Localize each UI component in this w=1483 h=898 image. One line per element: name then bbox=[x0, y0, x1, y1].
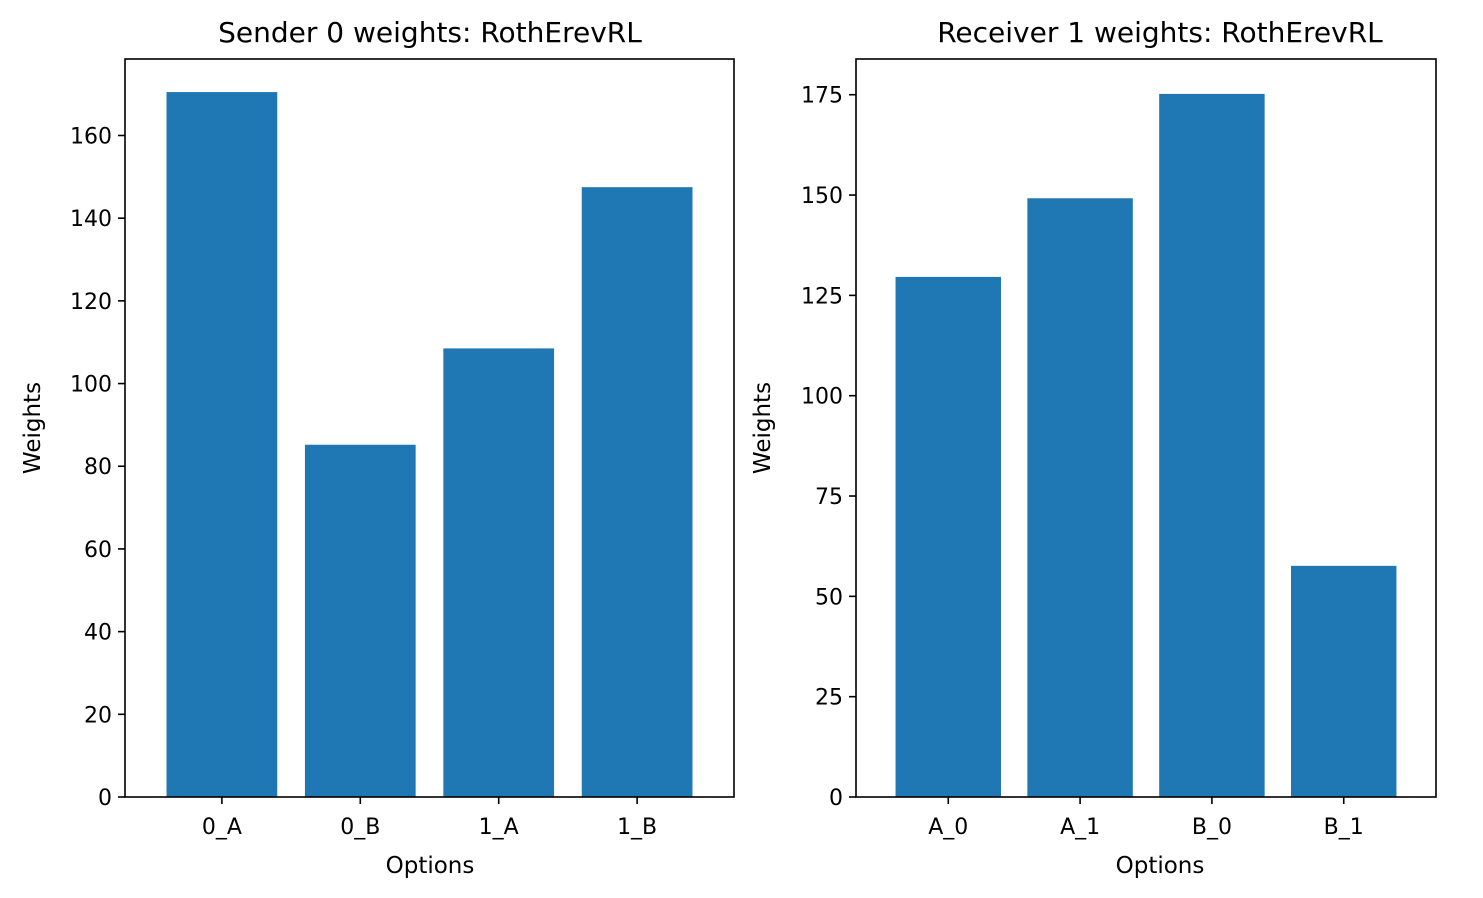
receiver-weights-chart: Receiver 1 weights: RothErevRL Options W… bbox=[750, 16, 1437, 879]
y-tick-label: 100 bbox=[801, 385, 843, 410]
x-tick-label: 0_B bbox=[340, 815, 380, 840]
y-tick-label: 40 bbox=[84, 621, 112, 646]
x-tick-label: A_0 bbox=[928, 815, 968, 840]
axes-frame bbox=[124, 58, 735, 798]
y-tick-label: 125 bbox=[801, 284, 843, 309]
bar-1_B bbox=[581, 187, 693, 797]
x-axis-label: Options bbox=[1116, 853, 1205, 879]
y-tick-label: 140 bbox=[70, 207, 112, 232]
chart-title: Receiver 1 weights: RothErevRL bbox=[937, 16, 1383, 49]
bar-A_1 bbox=[1027, 198, 1133, 797]
y-tick-label: 100 bbox=[70, 373, 112, 398]
y-tick-label: 0 bbox=[829, 786, 843, 811]
bar-1_A bbox=[443, 348, 555, 797]
x-axis-ticks: 0_A 0_B 1_A 1_B bbox=[202, 797, 657, 840]
y-tick-label: 120 bbox=[70, 290, 112, 315]
bars bbox=[166, 92, 693, 798]
bar-0_A bbox=[166, 92, 278, 798]
x-tick-label: 0_A bbox=[202, 815, 242, 840]
x-axis-label: Options bbox=[386, 853, 475, 879]
x-tick-label: A_1 bbox=[1060, 815, 1100, 840]
chart-title: Sender 0 weights: RothErevRL bbox=[218, 16, 642, 49]
y-tick-label: 0 bbox=[98, 786, 112, 811]
sender-weights-chart: Sender 0 weights: RothErevRL Options Wei… bbox=[20, 16, 735, 879]
x-tick-label: 1_B bbox=[617, 815, 657, 840]
x-tick-label: B_1 bbox=[1324, 815, 1364, 840]
y-axis-ticks: 0 25 50 75 100 125 150 175 bbox=[801, 84, 856, 811]
bar-B_0 bbox=[1159, 93, 1265, 797]
y-tick-label: 175 bbox=[801, 84, 843, 109]
y-tick-label: 20 bbox=[84, 703, 112, 728]
y-tick-label: 160 bbox=[70, 124, 112, 149]
y-tick-label: 25 bbox=[815, 686, 843, 711]
y-axis-label: Weights bbox=[750, 382, 776, 474]
y-axis-ticks: 0 20 40 60 80 100 120 140 160 bbox=[70, 124, 125, 811]
bars bbox=[895, 93, 1397, 797]
bar-A_0 bbox=[895, 276, 1001, 797]
y-tick-label: 150 bbox=[801, 184, 843, 209]
x-tick-label: 1_A bbox=[479, 815, 519, 840]
y-axis-label: Weights bbox=[20, 382, 46, 474]
bar-B_1 bbox=[1291, 565, 1397, 797]
axes-frame bbox=[855, 58, 1437, 798]
x-axis-ticks: A_0 A_1 B_0 B_1 bbox=[928, 797, 1364, 840]
y-tick-label: 75 bbox=[815, 485, 843, 510]
y-tick-label: 80 bbox=[84, 455, 112, 480]
y-tick-label: 60 bbox=[84, 538, 112, 563]
x-tick-label: B_0 bbox=[1192, 815, 1232, 840]
bar-0_B bbox=[304, 444, 416, 797]
y-tick-label: 50 bbox=[815, 585, 843, 610]
